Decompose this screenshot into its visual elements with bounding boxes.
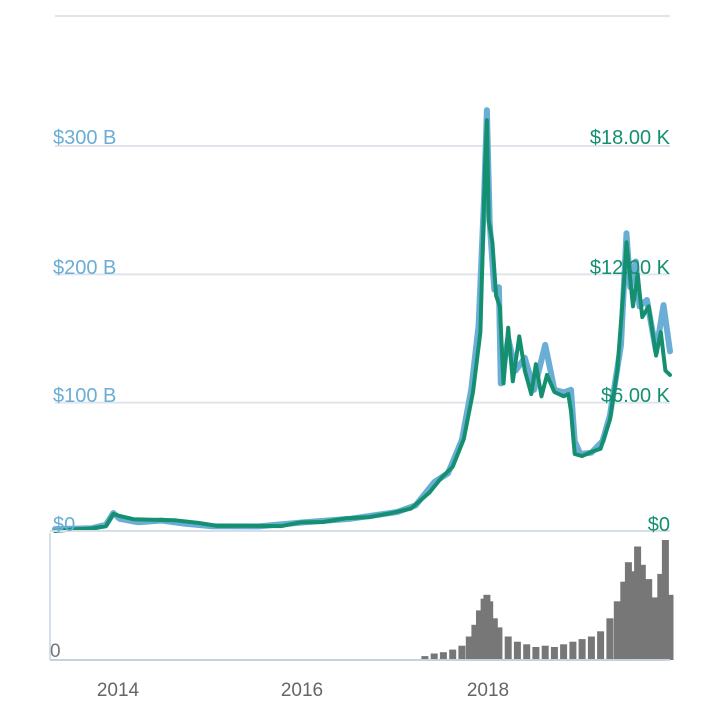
left-axis-tick-3: $300 B bbox=[53, 127, 116, 149]
volume-bar-16 bbox=[532, 647, 540, 660]
x-axis-tick-2018: 2018 bbox=[467, 680, 509, 701]
x-axis-tick-2014: 2014 bbox=[97, 680, 140, 701]
volume-bar-14 bbox=[513, 641, 521, 660]
volume-bar-2 bbox=[439, 652, 447, 660]
volume-bar-30 bbox=[638, 564, 646, 660]
left-axis-tick-0: $0 bbox=[53, 514, 75, 536]
market-cap-series-line bbox=[52, 107, 673, 533]
volume-axis-tick-0: 0 bbox=[50, 641, 61, 662]
volume-bar-27 bbox=[624, 562, 632, 660]
right-axis-tick-3: $18.00 K bbox=[590, 127, 671, 149]
volume-bar-12 bbox=[495, 627, 503, 660]
volume-bar-28 bbox=[629, 571, 637, 660]
x-axis-tick-2016: 2016 bbox=[281, 680, 323, 701]
volume-bar-5 bbox=[465, 636, 473, 660]
volume-bar-15 bbox=[523, 644, 531, 660]
volume-bar-4 bbox=[458, 645, 466, 660]
left-axis-tick-1: $100 B bbox=[53, 385, 116, 407]
volume-bar-33 bbox=[657, 573, 665, 660]
volume-bar-22 bbox=[587, 636, 595, 660]
volume-bar-0 bbox=[421, 656, 429, 660]
volume-bar-31 bbox=[645, 579, 653, 660]
volume-bar-29 bbox=[634, 546, 642, 660]
volume-bar-35 bbox=[666, 594, 674, 660]
volume-bar-10 bbox=[486, 601, 494, 660]
volume-bar-26 bbox=[620, 581, 628, 660]
left-axis-tick-2: $200 B bbox=[53, 257, 116, 279]
volume-bar-21 bbox=[578, 639, 586, 660]
volume-bar-25 bbox=[613, 601, 621, 660]
volume-bar-7 bbox=[476, 610, 483, 660]
volume-bar-6 bbox=[471, 624, 479, 660]
volume-bar-17 bbox=[541, 645, 549, 660]
gridlines bbox=[55, 145, 670, 404]
right-axis-tick-2: $12.00 K bbox=[590, 257, 671, 279]
right-axis-tick-0: $0 bbox=[648, 514, 670, 536]
volume-bar-13 bbox=[504, 636, 512, 660]
volume-bar-34 bbox=[661, 540, 669, 660]
volume-bars bbox=[421, 540, 674, 660]
volume-bar-32 bbox=[650, 597, 658, 660]
volume-bar-19 bbox=[560, 644, 568, 660]
volume-bar-3 bbox=[449, 649, 457, 660]
volume-bar-1 bbox=[430, 653, 438, 660]
volume-bar-23 bbox=[597, 631, 605, 660]
volume-bar-20 bbox=[569, 641, 577, 660]
volume-bar-11 bbox=[490, 618, 498, 660]
price-series-line bbox=[53, 118, 672, 533]
right-axis-tick-1: $6.00 K bbox=[601, 385, 671, 407]
volume-bar-24 bbox=[606, 618, 614, 660]
volume-bar-18 bbox=[550, 647, 558, 660]
